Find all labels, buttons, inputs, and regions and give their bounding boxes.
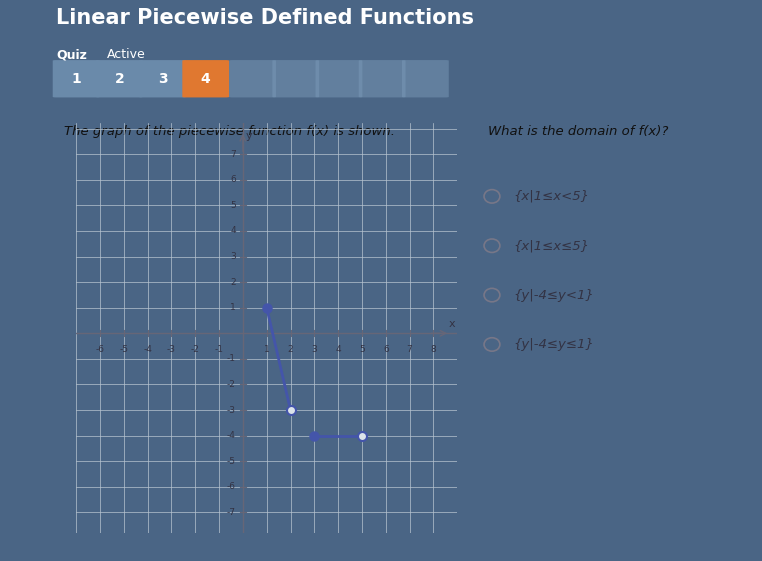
Text: -4: -4 [227,431,235,440]
Text: -1: -1 [215,345,223,354]
Text: 7: 7 [407,345,412,354]
Text: -6: -6 [227,482,235,491]
FancyBboxPatch shape [53,60,100,98]
Text: x: x [449,319,456,329]
Text: -6: -6 [95,345,104,354]
Text: 2: 2 [114,72,124,86]
Text: -2: -2 [227,380,235,389]
Text: 8: 8 [431,345,437,354]
FancyBboxPatch shape [359,60,405,98]
FancyBboxPatch shape [139,60,186,98]
Text: 6: 6 [383,345,389,354]
Text: -7: -7 [227,508,235,517]
FancyBboxPatch shape [402,60,449,98]
Text: 2: 2 [230,278,235,287]
Text: 7: 7 [230,150,235,159]
Text: 1: 1 [264,345,270,354]
Text: 6: 6 [230,175,235,184]
Text: 4: 4 [335,345,341,354]
Text: 4: 4 [201,72,210,86]
Text: 1: 1 [230,303,235,312]
Text: {y|-4≤y<1}: {y|-4≤y<1} [514,288,594,302]
Text: Active: Active [107,48,146,62]
Text: -5: -5 [227,457,235,466]
Text: 1: 1 [71,72,81,86]
Text: -1: -1 [227,355,235,364]
Text: 2: 2 [288,345,293,354]
FancyBboxPatch shape [182,60,229,98]
FancyBboxPatch shape [315,60,363,98]
FancyBboxPatch shape [229,60,276,98]
Text: {x|1≤x≤5}: {x|1≤x≤5} [514,239,590,252]
Text: {y|-4≤y≤1}: {y|-4≤y≤1} [514,338,594,351]
Text: -2: -2 [190,345,200,354]
Text: Quiz: Quiz [56,48,87,62]
Text: 3: 3 [312,345,317,354]
Text: 4: 4 [230,227,235,236]
Text: Linear Piecewise Defined Functions: Linear Piecewise Defined Functions [56,8,474,28]
Text: 3: 3 [158,72,168,86]
Text: -4: -4 [143,345,152,354]
Text: -3: -3 [227,406,235,415]
FancyBboxPatch shape [272,60,319,98]
Text: 5: 5 [230,201,235,210]
Text: The graph of the piecewise function f(x) is shown.: The graph of the piecewise function f(x)… [63,125,395,137]
Text: y: y [245,131,252,141]
Text: -3: -3 [167,345,176,354]
Text: {x|1≤x<5}: {x|1≤x<5} [514,190,590,203]
Text: 3: 3 [230,252,235,261]
Text: What is the domain of f(x)?: What is the domain of f(x)? [488,125,669,137]
Text: 5: 5 [359,345,365,354]
FancyBboxPatch shape [96,60,142,98]
Text: -5: -5 [120,345,128,354]
